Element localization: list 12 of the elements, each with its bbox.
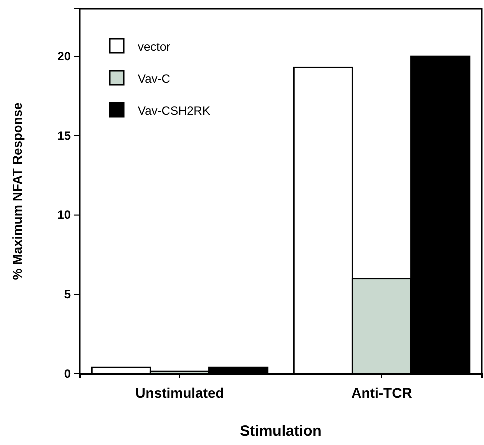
y-tick-label: 20: [58, 49, 72, 64]
x-axis-title: Stimulation: [240, 423, 322, 440]
y-tick-label: 15: [58, 128, 72, 143]
x-tick-label: Anti-TCR: [352, 384, 412, 401]
y-tick-label: 5: [64, 287, 72, 302]
legend-label: Vav-CSH2RK: [138, 104, 210, 118]
legend-label: Vav-C: [138, 72, 171, 86]
x-tick-label: Unstimulated: [136, 384, 224, 401]
y-axis-title: % Maximum NFAT Response: [10, 102, 25, 280]
legend-label: vector: [138, 40, 171, 54]
y-tick-label: 0: [64, 366, 72, 381]
y-tick-label: 10: [58, 208, 72, 222]
